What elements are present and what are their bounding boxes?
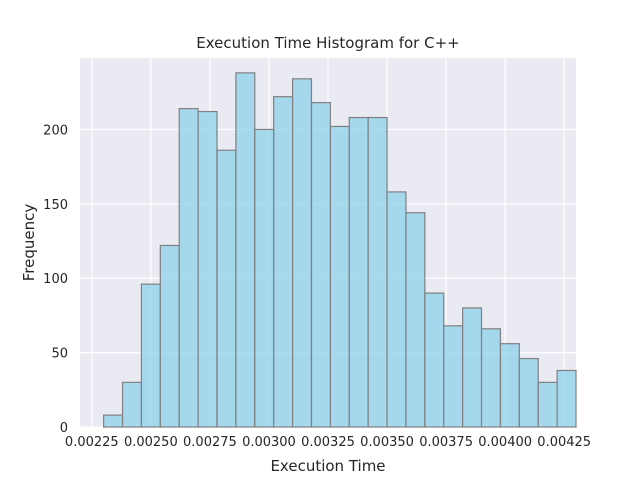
histogram-bar (537, 381, 558, 428)
y-tick-label: 50 (51, 347, 68, 362)
histogram-bar (386, 191, 407, 428)
y-tick-label: 150 (43, 198, 68, 213)
histogram-bar (367, 116, 388, 428)
x-tick-label: 0.00250 (124, 435, 178, 450)
x-tick-label: 0.00300 (242, 435, 296, 450)
y-tick-label: 200 (43, 123, 68, 138)
histogram-bar (443, 325, 464, 428)
bars (103, 72, 577, 428)
x-tick-label: 0.00350 (360, 435, 414, 450)
histogram-bar (273, 96, 294, 428)
histogram-bar (405, 212, 426, 428)
histogram-bar (348, 116, 369, 428)
x-tick-label: 0.00400 (478, 435, 532, 450)
histogram-bar (329, 125, 350, 428)
histogram-bar (235, 72, 256, 428)
x-tick-label: 0.00375 (419, 435, 473, 450)
histogram-bar (291, 78, 313, 428)
histogram-bar (178, 107, 199, 428)
histogram-bar (480, 328, 502, 428)
histogram-bar (103, 414, 124, 428)
x-tick-label: 0.00325 (301, 435, 355, 450)
histogram-bar (140, 283, 161, 428)
chart-title: Execution Time Histogram for C++ (196, 34, 459, 52)
x-tick-label: 0.00225 (65, 435, 119, 450)
x-tick-label: 0.00425 (537, 435, 591, 450)
histogram-bar (462, 307, 483, 428)
y-tick-labels: 0 50 100 150 200 (43, 123, 68, 436)
histogram-bar (518, 357, 539, 428)
histogram-bar (424, 292, 445, 428)
histogram-bar (556, 369, 577, 428)
x-tick-labels: 0.00225 0.00250 0.00275 0.00300 0.00325 0.003… (65, 435, 591, 450)
histogram-bar (254, 128, 275, 428)
y-axis-label: Frequency (20, 204, 38, 282)
histogram-bar (159, 244, 180, 428)
histogram-bar (197, 110, 218, 428)
histogram-bar (121, 381, 143, 428)
x-tick-label: 0.00275 (183, 435, 237, 450)
y-tick-label: 100 (43, 272, 68, 287)
x-axis-label: Execution Time (270, 457, 385, 475)
y-tick-label: 0 (60, 421, 68, 436)
histogram-bar (499, 343, 520, 428)
histogram-bar (310, 102, 331, 428)
histogram-bar (216, 149, 237, 428)
